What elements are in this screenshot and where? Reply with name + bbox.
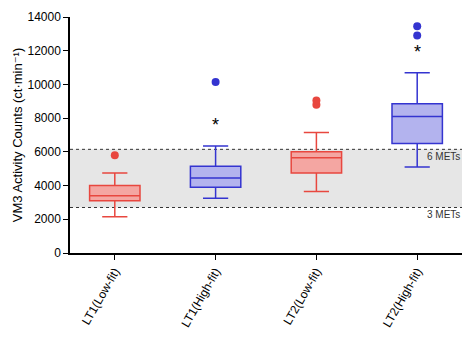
svg-text:*: * [212, 115, 219, 135]
svg-text:6000: 6000 [34, 145, 61, 159]
svg-text:6 METs: 6 METs [427, 151, 460, 162]
svg-text:VM3 Activity Counts (ct·min⁻¹): VM3 Activity Counts (ct·min⁻¹) [10, 48, 25, 222]
svg-text:*: * [414, 42, 421, 62]
svg-text:3 METs: 3 METs [427, 209, 460, 220]
svg-text:2000: 2000 [34, 212, 61, 226]
svg-text:14000: 14000 [27, 10, 61, 24]
svg-text:8000: 8000 [34, 111, 61, 125]
svg-text:0: 0 [54, 246, 61, 260]
svg-text:10000: 10000 [27, 78, 61, 92]
svg-text:4000: 4000 [34, 179, 61, 193]
svg-text:LT2(Low-fit): LT2(Low-fit) [281, 266, 325, 328]
svg-text:LT1(High-fit): LT1(High-fit) [178, 266, 223, 330]
svg-text:LT1(Low-fit): LT1(Low-fit) [79, 266, 123, 328]
svg-text:LT2(High-fit): LT2(High-fit) [380, 266, 425, 330]
svg-text:12000: 12000 [27, 44, 61, 58]
